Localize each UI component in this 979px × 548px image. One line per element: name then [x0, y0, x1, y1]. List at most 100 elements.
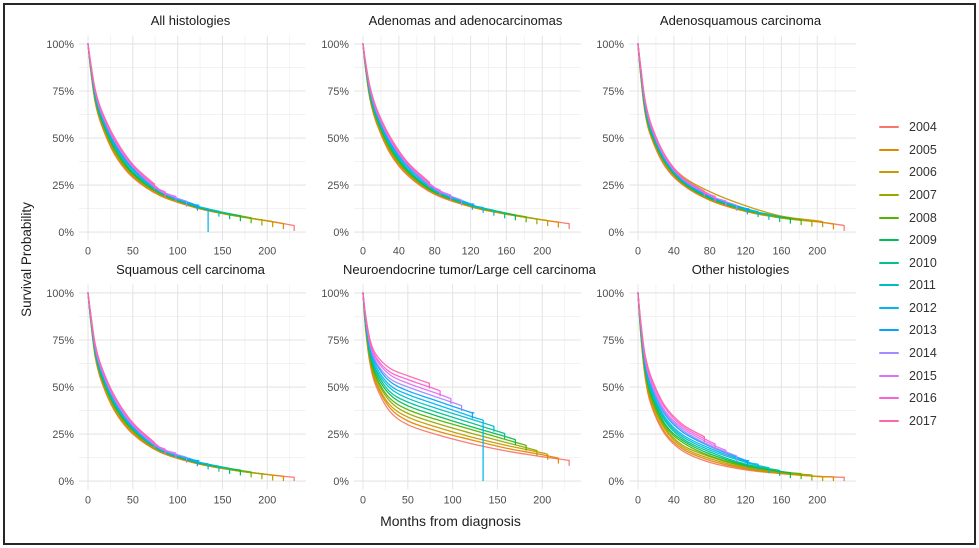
legend-item: 2015: [879, 369, 967, 383]
survival-curve-2011: [362, 292, 495, 427]
legend-line-swatch: [879, 306, 899, 309]
axis-tick-label: 80: [704, 245, 716, 257]
legend-line-swatch: [879, 329, 899, 332]
axis-tick-label: 100: [169, 245, 187, 257]
survival-curve-2007: [362, 43, 538, 220]
survival-curve-2010: [637, 292, 781, 472]
survival-curve-2011: [637, 292, 770, 469]
panel-title: Adenomas and adenocarcinomas: [368, 13, 563, 28]
survival-curve-2004: [87, 43, 295, 227]
legend-label: 2009: [909, 233, 937, 248]
axis-tick-label: 100%: [596, 39, 624, 51]
axis-tick-label: 50%: [52, 133, 74, 145]
axis-tick-label: 120: [737, 494, 755, 506]
axis-tick-label: 100: [169, 494, 187, 506]
y-axis-title: Survival Probability: [18, 201, 34, 317]
legend-line-swatch: [879, 374, 899, 377]
panel-title: Neuroendocrine tumor/Large cell carcinom…: [343, 262, 596, 277]
axis-tick-label: 0%: [58, 227, 74, 239]
survival-curve-2006: [637, 43, 824, 223]
legend-item: 2010: [879, 256, 967, 270]
legend-label: 2014: [909, 346, 937, 361]
axis-tick-label: 160: [772, 245, 790, 257]
legend-line-swatch: [879, 193, 899, 196]
legend-label: 2016: [909, 391, 937, 406]
panel-plot: 0% 25% 50% 75% 100% 0 40 80 120 160 200: [321, 35, 581, 258]
axis-tick-label: 50%: [602, 133, 624, 145]
axis-tick-label: 200: [258, 245, 276, 257]
legend-label: 2017: [909, 413, 937, 428]
facet-panel: Adenomas and adenocarcinomas 0% 25% 50% 75% 1…: [313, 10, 588, 259]
panel-title: Adenosquamous carcinoma: [659, 13, 822, 28]
axis-tick-label: 50: [127, 494, 139, 506]
survival-curve-2009: [637, 43, 791, 219]
legend-item: 2016: [879, 391, 967, 405]
axis-tick-label: 100: [444, 494, 462, 506]
axis-tick-label: 150: [213, 245, 231, 257]
axis-tick-label: 0: [360, 494, 366, 506]
axis-tick-label: 0: [85, 245, 91, 257]
legend-item: 2006: [879, 165, 967, 179]
axis-tick-label: 25%: [327, 180, 349, 192]
survival-curve-2009: [87, 292, 241, 471]
legend-item: 2008: [879, 211, 967, 225]
survival-curve-2005: [87, 43, 285, 225]
legend-item: 2007: [879, 188, 967, 202]
axis-tick-label: 25%: [52, 180, 74, 192]
survival-curve-2008: [87, 43, 252, 219]
x-axis-title: Months from diagnosis: [380, 513, 521, 529]
facet-panel: Other histologies 0% 25% 50% 75% 100% 0 40 80 120…: [588, 259, 863, 508]
axis-tick-label: 40: [668, 494, 680, 506]
legend-item: 2013: [879, 323, 967, 337]
survival-curve-2012: [362, 292, 484, 421]
legend-item: 2009: [879, 233, 967, 247]
survival-curve-2011: [87, 292, 220, 467]
facet-panel: All histologies 0% 25% 50% 75% 100% 0 50 100 150 2…: [38, 10, 313, 259]
legend-label: 2008: [909, 210, 937, 225]
axis-tick-label: 25%: [602, 429, 624, 441]
survival-curve-2006: [637, 292, 824, 478]
survival-curve-2004: [87, 292, 295, 478]
axis-tick-label: 200: [533, 245, 551, 257]
axis-tick-label: 0: [85, 494, 91, 506]
axis-tick-label: 80: [429, 245, 441, 257]
legend-line-swatch: [879, 148, 899, 151]
legend-label: 2006: [909, 165, 937, 180]
legend-label: 2007: [909, 187, 937, 202]
facet-panel: Neuroendocrine tumor/Large cell carcinom…: [313, 259, 596, 508]
survival-curve-2017: [87, 292, 155, 444]
facet-panel: Squamous cell carcinoma 0% 25% 50% 75% 100% 0 5…: [38, 259, 313, 508]
legend-line-swatch: [879, 171, 899, 174]
legend-label: 2005: [909, 142, 937, 157]
legend-item: 2014: [879, 346, 967, 360]
survival-curve-2007: [87, 292, 263, 475]
axis-tick-label: 50: [127, 245, 139, 257]
legend-label: 2015: [909, 368, 937, 383]
survival-curve-2017: [362, 292, 430, 384]
panel-plot: 0% 25% 50% 75% 100% 0 40 80 120 160 200: [596, 35, 856, 258]
axis-tick-label: 75%: [602, 86, 624, 98]
legend-item: 2005: [879, 143, 967, 157]
axis-tick-label: 150: [213, 494, 231, 506]
axis-tick-label: 50%: [52, 382, 74, 394]
axis-tick-label: 100%: [596, 288, 624, 300]
survival-curve-2004: [637, 292, 845, 478]
legend-line-swatch: [879, 397, 899, 400]
panel-title: Squamous cell carcinoma: [116, 262, 265, 277]
survival-curve-2017: [87, 43, 155, 185]
legend-label: 2013: [909, 323, 937, 338]
legend-line-swatch: [879, 284, 899, 287]
legend-item: 2017: [879, 414, 967, 428]
survival-curve-2007: [637, 292, 813, 476]
survival-curve-2005: [362, 292, 560, 459]
legend-line-swatch: [879, 352, 899, 355]
survival-curve-2010: [87, 292, 231, 470]
survival-curve-2008: [87, 292, 252, 473]
survival-curve-2017: [637, 43, 705, 192]
survival-curve-2005: [637, 292, 835, 478]
axis-tick-label: 0%: [58, 476, 74, 488]
legend-line-swatch: [879, 216, 899, 219]
axis-tick-label: 120: [737, 245, 755, 257]
survival-curve-2009: [362, 292, 516, 441]
